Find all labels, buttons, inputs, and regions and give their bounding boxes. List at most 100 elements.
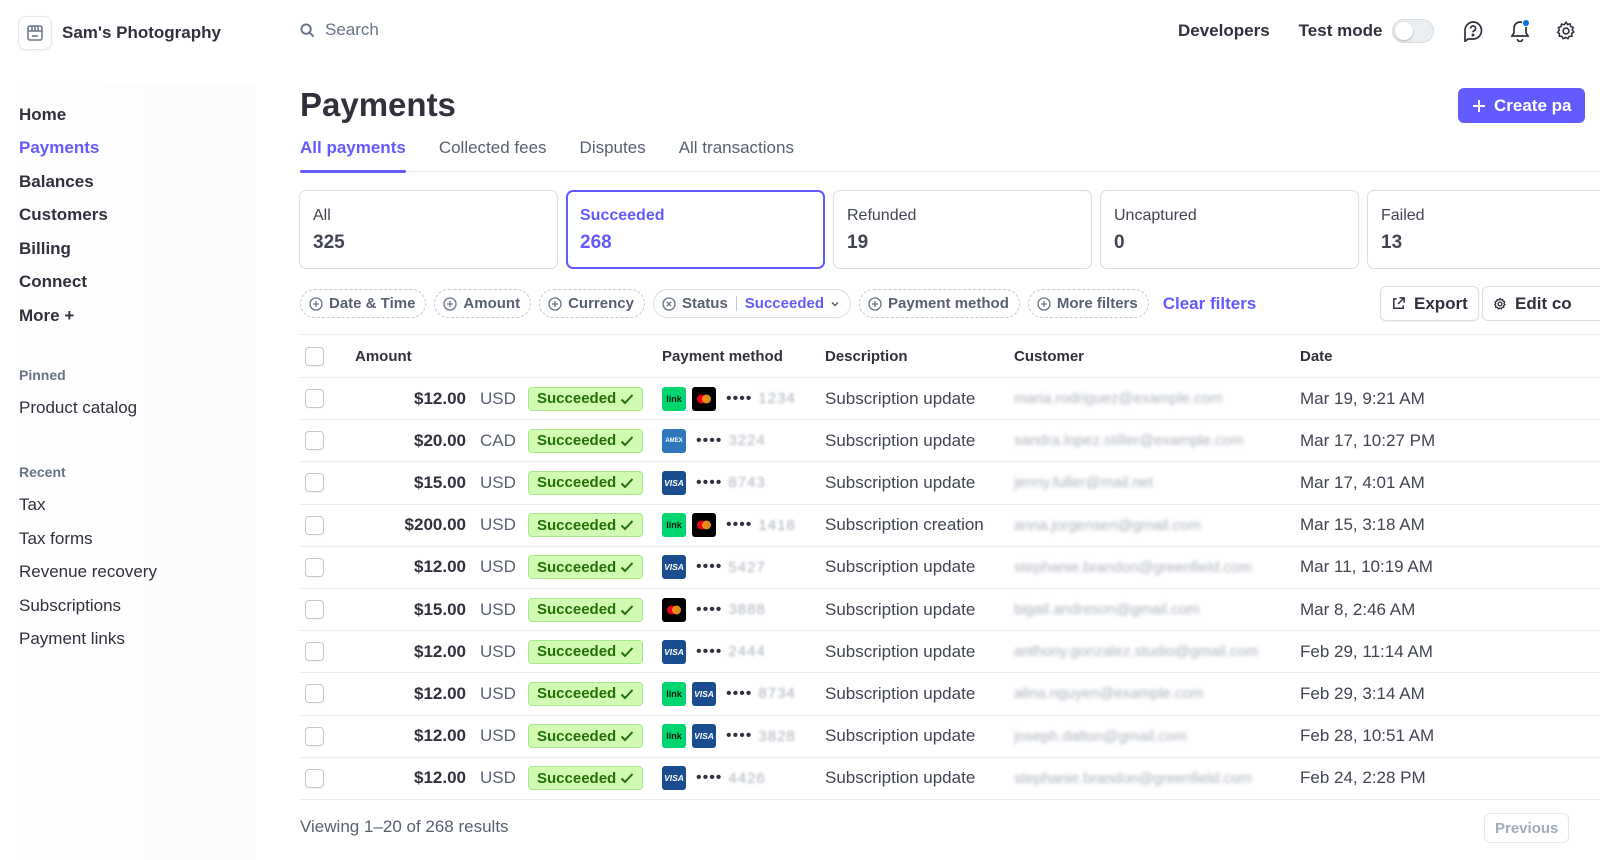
account-switcher[interactable]: Sam's Photography (18, 16, 221, 50)
pinned-item-product-catalog[interactable]: Product catalog (19, 398, 138, 417)
notifications-icon[interactable] (1507, 18, 1533, 44)
table-row[interactable]: $12.00 USD Succeeded link •••• 1234 Subscripti… (300, 378, 1600, 421)
nav-item-home[interactable]: Home (19, 104, 67, 124)
row-checkbox[interactable] (305, 684, 324, 704)
table-row[interactable]: $12.00 USD Succeeded VISA •••• 2444 Subscripti… (300, 631, 1600, 674)
test-mode-toggle[interactable] (1392, 19, 1435, 43)
stat-card-uncaptured[interactable]: Uncaptured 0 (1100, 190, 1359, 269)
table-row[interactable]: $12.00 USD Succeeded link VISA •••• 3828 Subscr… (300, 716, 1600, 758)
column-header-date[interactable]: Date (1300, 347, 1333, 365)
tab-collected-fees[interactable]: Collected fees (438, 138, 547, 157)
row-customer-email[interactable]: maria.rodriguez@example.com (1014, 390, 1223, 408)
filter-more-filters[interactable]: More filters (1027, 289, 1149, 318)
recent-item-tax-forms[interactable]: Tax forms (19, 528, 93, 548)
help-icon[interactable] (1460, 18, 1486, 44)
tab-all-transactions[interactable]: All transactions (678, 138, 794, 157)
row-customer-email[interactable]: stephanie.brandon@greenfield.com (1014, 769, 1252, 787)
previous-page-button[interactable]: Previous (1484, 813, 1570, 843)
stat-label: Refunded (847, 207, 917, 224)
visa-logo-icon: VISA (692, 724, 716, 749)
card-last4: 3828 (758, 727, 796, 745)
row-checkbox[interactable] (305, 557, 324, 577)
row-customer-email[interactable]: anthony.gonzalez.studio@gmail.com (1014, 643, 1259, 661)
remove-circle-icon[interactable] (662, 296, 676, 311)
check-icon (621, 773, 634, 784)
row-checkbox[interactable] (305, 431, 324, 451)
filter-amount[interactable]: Amount (434, 289, 532, 318)
clear-filters-link[interactable]: Clear filters (1162, 293, 1257, 313)
row-date: Feb 29, 11:14 AM (1300, 641, 1433, 661)
search-bar[interactable] (300, 20, 625, 40)
edit-columns-button[interactable]: Edit co (1482, 286, 1600, 321)
row-checkbox[interactable] (305, 515, 324, 535)
column-header-customer[interactable]: Customer (1014, 347, 1085, 365)
stat-card-refunded[interactable]: Refunded 19 (833, 190, 1092, 269)
nav-item-connect[interactable]: Connect (19, 272, 87, 292)
visa-logo-icon: VISA (662, 766, 686, 791)
table-row[interactable]: $15.00 USD Succeeded •••• 3888 Subscription u… (300, 589, 1600, 632)
row-checkbox[interactable] (305, 768, 324, 788)
row-checkbox[interactable] (305, 389, 324, 409)
search-input[interactable] (325, 20, 625, 40)
table-row[interactable]: $20.00 CAD Succeeded AMEX •••• 3224 Subscripti… (300, 420, 1600, 463)
row-customer-email[interactable]: joseph.dalton@gmail.com (1014, 727, 1187, 745)
card-last4: 3224 (728, 432, 766, 450)
developers-link[interactable]: Developers (1178, 21, 1270, 40)
row-amount: $12.00 (414, 768, 466, 788)
mastercard-logo-icon (692, 386, 716, 411)
row-description: Subscription creation (825, 515, 984, 535)
plus-icon (1473, 99, 1485, 112)
row-customer-email[interactable]: anna.jorgensen@gmail.com (1014, 516, 1201, 534)
column-header-payment-method[interactable]: Payment method (662, 347, 783, 365)
row-checkbox[interactable] (305, 473, 324, 493)
masked-card-dots: •••• (726, 516, 753, 534)
recent-item-revenue-recovery[interactable]: Revenue recovery (19, 562, 157, 581)
filter-date-time[interactable]: Date & Time (300, 289, 427, 318)
recent-item-tax[interactable]: Tax (19, 495, 46, 514)
stat-card-failed[interactable]: Failed 13 (1367, 190, 1600, 269)
filter-payment-method[interactable]: Payment method (859, 289, 1020, 318)
row-checkbox[interactable] (305, 642, 324, 662)
nav-item-billing[interactable]: Billing (19, 238, 71, 258)
table-row[interactable]: $200.00 USD Succeeded link •••• 1418 Subscript… (300, 505, 1600, 547)
stat-card-succeeded[interactable]: Succeeded 268 (566, 190, 825, 269)
row-customer-email[interactable]: sandra.lopez.stiller@example.com (1014, 432, 1244, 450)
settings-gear-icon[interactable] (1553, 18, 1579, 44)
nav-item-payments[interactable]: Payments (19, 138, 100, 158)
row-amount: $12.00 (414, 683, 466, 703)
payments-tabs: All payments Collected fees Disputes All… (300, 138, 1600, 173)
filter-currency[interactable]: Currency (539, 289, 645, 318)
card-last4: 1234 (758, 390, 796, 408)
filter-status[interactable]: Status Succeeded (652, 289, 851, 318)
column-header-description[interactable]: Description (825, 347, 908, 365)
nav-item-more[interactable]: More + (19, 305, 75, 325)
column-header-amount[interactable]: Amount (355, 347, 412, 365)
tab-all-payments[interactable]: All payments (300, 138, 406, 173)
pinned-section-label: Pinned (19, 367, 66, 383)
export-button[interactable]: Export (1380, 286, 1479, 321)
create-payment-button[interactable]: Create pa (1458, 88, 1586, 123)
recent-item-payment-links[interactable]: Payment links (19, 629, 125, 648)
row-checkbox[interactable] (305, 600, 324, 620)
row-description: Subscription update (825, 472, 976, 492)
check-icon (621, 689, 634, 700)
recent-list: Tax Tax forms Revenue recovery Subscript… (19, 492, 157, 660)
nav-item-balances[interactable]: Balances (19, 171, 94, 191)
row-customer-email[interactable]: alina.nguyen@example.com (1014, 685, 1204, 703)
visa-logo-icon: VISA (692, 681, 716, 706)
tab-disputes[interactable]: Disputes (579, 138, 646, 157)
table-row[interactable]: $12.00 USD Succeeded link VISA •••• 8734 Subscr… (300, 673, 1600, 716)
table-row[interactable]: $15.00 USD Succeeded VISA •••• 8743 Subscripti… (300, 462, 1600, 505)
check-icon (621, 562, 634, 573)
main-nav: Home Payments Balances Customers Billing… (19, 98, 108, 333)
table-row[interactable]: $12.00 USD Succeeded VISA •••• 5427 Subscripti… (300, 547, 1600, 589)
row-customer-email[interactable]: bigail.andreson@gmail.com (1014, 601, 1200, 619)
recent-item-subscriptions[interactable]: Subscriptions (19, 595, 122, 615)
table-row[interactable]: $12.00 USD Succeeded VISA •••• 4426 Subscripti… (300, 758, 1600, 800)
row-customer-email[interactable]: jenny.fuller@mail.net (1014, 474, 1154, 492)
nav-item-customers[interactable]: Customers (19, 205, 108, 225)
row-customer-email[interactable]: stephanie.brandon@greenfield.com (1014, 558, 1252, 576)
stat-card-all[interactable]: All 325 (299, 190, 558, 269)
select-all-checkbox[interactable] (305, 346, 324, 366)
row-checkbox[interactable] (305, 726, 324, 746)
